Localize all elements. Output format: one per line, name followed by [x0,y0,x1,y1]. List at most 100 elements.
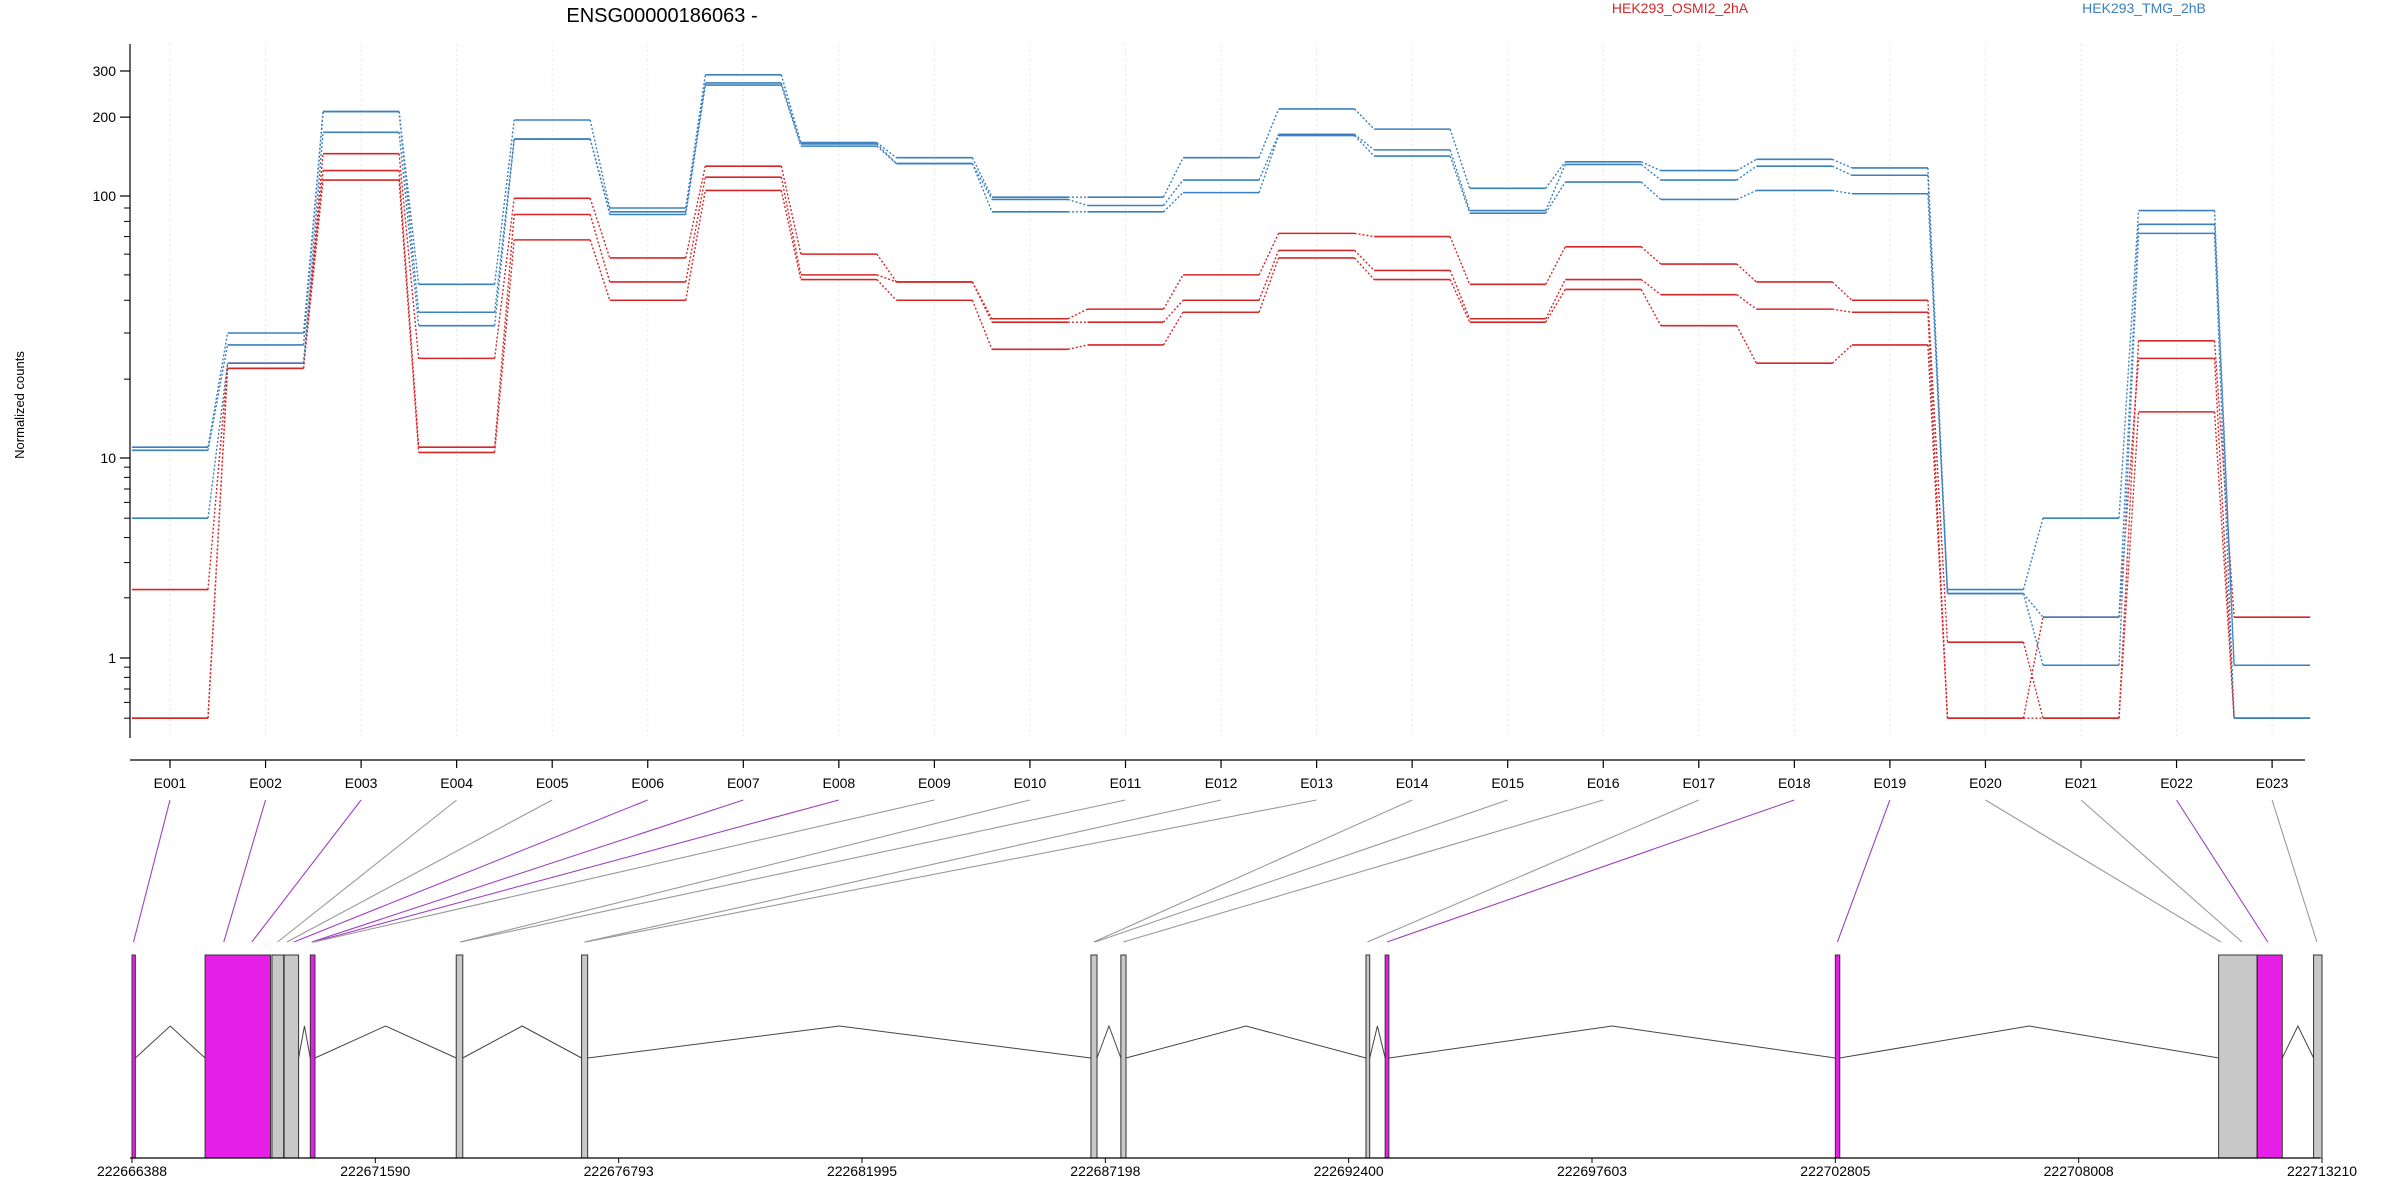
exon-connector [1367,799,1700,943]
series-transition [1449,155,1471,214]
y-tick-label: 300 [93,63,117,79]
series-transition [1449,270,1471,320]
series-transition [2118,358,2140,618]
x-tick-label: E023 [2256,775,2289,791]
series-transition [1736,294,1757,310]
exon-connector [1836,799,1891,943]
series-transition [1736,325,1757,364]
series-transition [780,165,802,255]
exon-box [283,954,300,1159]
series-transition [780,84,802,147]
series-transition [1545,289,1566,323]
series-transition [1927,175,1949,594]
series-transition [2118,411,2140,719]
exon-connector [293,799,648,943]
y-axis-label: Normalized counts [12,351,27,459]
exon-connector [2080,799,2243,943]
series-transition [876,253,897,283]
series-transition [1736,165,1757,181]
series-transition [1832,158,1853,169]
series-transition [589,119,611,209]
exon-connector [311,799,744,943]
series-transition [1162,179,1184,206]
intron [1096,1024,1122,1059]
intron [298,1025,311,1059]
y-tick-label: 10 [100,450,116,466]
series-transition [398,111,420,313]
series-transition [1545,279,1566,320]
series-transition [1832,308,1853,313]
series-transition [207,344,229,451]
genomic-tick-label: 222692400 [1314,1163,1384,1179]
exon-box [309,954,316,1159]
exon-connector [132,799,171,943]
series-transition [2118,340,2140,719]
series-transition [207,363,229,590]
exon-connector [1093,799,1413,943]
series-transition [1354,232,1375,238]
series-transition [302,180,324,369]
series-transition [1736,263,1757,283]
series-transition [398,180,420,453]
series-transition [780,190,802,280]
exon-connector [1985,799,2222,943]
series-transition [1258,134,1280,181]
series-transition [2213,411,2235,719]
series-transition [1354,135,1375,157]
x-tick-label: E008 [822,775,855,791]
exon-connector [1123,799,1604,943]
series-transition [971,163,993,213]
series-transition [1162,311,1184,346]
series-transition [1927,300,1949,643]
series-transition [1258,257,1280,313]
series-lines [132,74,2311,720]
chart-title: ENSG00000186063 - [566,5,757,27]
series-transition [1354,249,1375,271]
series-transition [493,239,515,453]
exon-connector [313,799,935,943]
series-transition [2022,617,2044,719]
x-tick-label: E004 [440,775,473,791]
x-tick-label: E022 [2160,775,2193,791]
exon-box [455,954,464,1159]
series-transition [1258,135,1280,193]
x-tick-label: E020 [1969,775,2002,791]
series-transition [971,163,993,200]
series-transition [685,177,706,283]
series-transition [1640,161,1662,172]
y-tick-label: 200 [93,109,117,125]
x-tick-label: E014 [1396,775,1429,791]
series-transition [1067,198,1088,207]
series-transition [2022,641,2044,719]
exon-box [2313,954,2323,1159]
x-tick-label: E001 [154,775,187,791]
series-transition [2022,593,2044,666]
series-transition [1162,157,1184,198]
intron [314,1025,457,1059]
x-tick-label: E003 [345,775,378,791]
y-tick-label: 100 [93,188,117,204]
genomic-tick-label: 222697603 [1557,1163,1627,1179]
series-transition [1354,108,1375,130]
series-transition [1162,299,1184,323]
exon-connector [286,799,553,943]
legend-entry-tmg: HEK293_TMG_2hB [2082,0,2206,16]
series-transition [1640,181,1662,200]
series-transition [1545,161,1566,189]
x-tick-label: E012 [1205,775,1238,791]
series-transition [1832,189,1853,195]
exon-connector [1094,799,1508,943]
exon-box [2218,954,2258,1159]
legend-entry-osmi2: HEK293_OSMI2_2hA [1612,0,1749,16]
x-tick-label: E006 [631,775,664,791]
series-transition [1449,236,1471,285]
series-transition [876,274,897,283]
x-tick-label: E021 [2065,775,2098,791]
exon-box [2256,954,2283,1159]
exon-box [1384,954,1390,1159]
series-transition [1927,193,1949,594]
x-tick-label: E002 [249,775,282,791]
exon-box [204,954,272,1159]
series-transition [971,300,993,350]
series-transition [2118,224,2140,618]
